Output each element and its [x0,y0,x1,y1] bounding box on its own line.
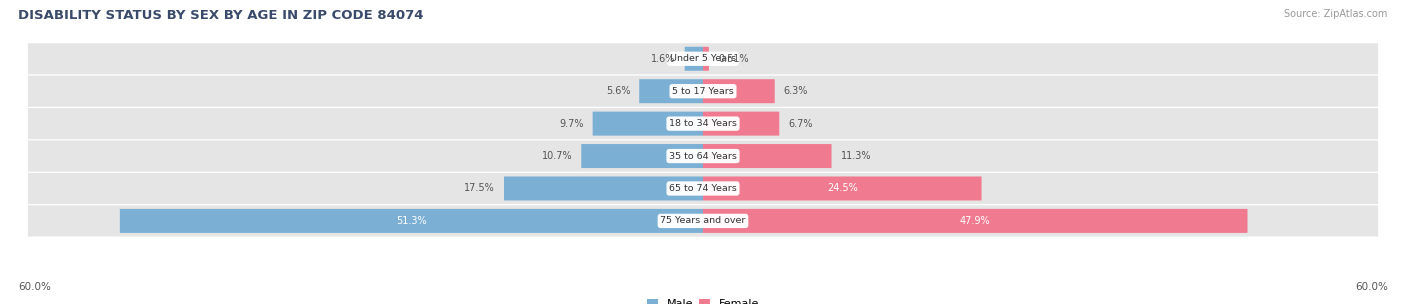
Legend: Male, Female: Male, Female [643,294,763,304]
FancyBboxPatch shape [703,112,779,136]
Text: 35 to 64 Years: 35 to 64 Years [669,152,737,161]
Text: 47.9%: 47.9% [960,216,990,226]
FancyBboxPatch shape [28,76,1378,107]
FancyBboxPatch shape [28,205,1378,237]
FancyBboxPatch shape [120,209,703,233]
FancyBboxPatch shape [28,140,1378,172]
Text: 18 to 34 Years: 18 to 34 Years [669,119,737,128]
FancyBboxPatch shape [703,79,775,103]
FancyBboxPatch shape [593,112,703,136]
Text: 11.3%: 11.3% [841,151,872,161]
Text: 75 Years and over: 75 Years and over [661,216,745,225]
Text: 5 to 17 Years: 5 to 17 Years [672,87,734,96]
Text: 24.5%: 24.5% [827,184,858,193]
FancyBboxPatch shape [703,209,1247,233]
Text: Source: ZipAtlas.com: Source: ZipAtlas.com [1284,9,1388,19]
Text: Under 5 Years: Under 5 Years [669,54,737,63]
Text: 60.0%: 60.0% [1355,282,1388,292]
Text: 6.7%: 6.7% [789,119,813,129]
Text: 10.7%: 10.7% [541,151,572,161]
Text: 0.51%: 0.51% [718,54,748,64]
FancyBboxPatch shape [685,47,703,71]
FancyBboxPatch shape [503,177,703,200]
FancyBboxPatch shape [703,177,981,200]
FancyBboxPatch shape [703,144,831,168]
FancyBboxPatch shape [28,173,1378,204]
Text: 51.3%: 51.3% [396,216,427,226]
Text: 9.7%: 9.7% [560,119,583,129]
Text: DISABILITY STATUS BY SEX BY AGE IN ZIP CODE 84074: DISABILITY STATUS BY SEX BY AGE IN ZIP C… [18,9,423,22]
FancyBboxPatch shape [703,47,709,71]
FancyBboxPatch shape [581,144,703,168]
Text: 65 to 74 Years: 65 to 74 Years [669,184,737,193]
FancyBboxPatch shape [640,79,703,103]
Text: 17.5%: 17.5% [464,184,495,193]
FancyBboxPatch shape [28,43,1378,74]
FancyBboxPatch shape [28,108,1378,139]
Text: 60.0%: 60.0% [18,282,51,292]
Text: 1.6%: 1.6% [651,54,676,64]
Text: 5.6%: 5.6% [606,86,630,96]
Text: 6.3%: 6.3% [783,86,808,96]
